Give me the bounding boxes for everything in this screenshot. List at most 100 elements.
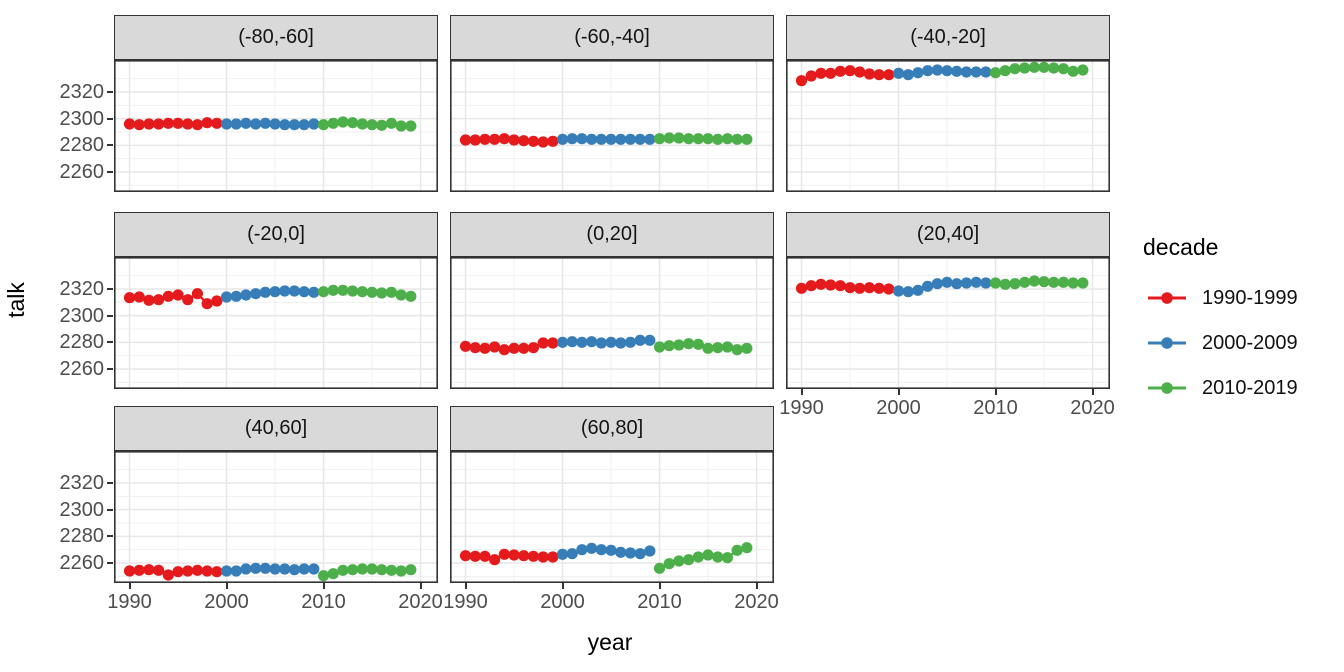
data-point <box>624 336 637 348</box>
data-point <box>269 118 281 130</box>
data-point <box>123 565 136 577</box>
data-point <box>308 286 320 298</box>
data-point <box>279 119 291 131</box>
facet-strip-label: (40,60] <box>244 417 308 439</box>
data-point <box>941 65 953 77</box>
data-point <box>741 342 753 354</box>
data-point <box>527 342 540 354</box>
data-point <box>269 286 281 298</box>
data-point <box>518 550 530 562</box>
data-point <box>220 291 233 303</box>
y-tick-label: 2260 <box>59 358 105 380</box>
x-tick-label: 2020 <box>1070 397 1115 419</box>
data-point <box>1077 277 1089 289</box>
data-point <box>459 340 472 352</box>
data-point <box>566 336 578 348</box>
facet-strip-label: (20,40] <box>916 223 980 245</box>
data-point <box>863 68 876 80</box>
data-point <box>595 133 607 145</box>
data-point <box>269 563 281 575</box>
data-point <box>191 288 204 300</box>
data-point <box>547 135 559 147</box>
data-point <box>624 547 637 559</box>
data-point <box>815 278 827 290</box>
data-point <box>288 119 301 131</box>
data-point <box>805 280 817 292</box>
legend-key-1990-1999 <box>1148 292 1186 304</box>
data-point <box>518 342 530 354</box>
y-axis-title: talk <box>3 282 29 318</box>
data-point <box>356 118 368 130</box>
data-point <box>133 291 145 303</box>
data-point <box>459 550 472 562</box>
data-point <box>951 65 963 77</box>
data-point <box>721 341 734 353</box>
data-point <box>556 133 569 145</box>
data-point <box>366 563 378 575</box>
data-point <box>712 551 724 563</box>
data-point <box>479 133 491 145</box>
data-point <box>902 69 914 81</box>
y-tick-label: 2300 <box>59 498 105 521</box>
data-point <box>327 117 339 129</box>
data-point <box>1077 64 1089 76</box>
facet-strip: (60,80] <box>450 406 774 451</box>
data-point <box>805 70 817 82</box>
data-point <box>172 117 184 129</box>
data-point <box>527 135 540 147</box>
data-point <box>931 64 943 76</box>
data-point <box>692 551 704 563</box>
data-point <box>162 117 174 129</box>
x-tick-mark <box>897 389 900 395</box>
y-tick-mark <box>107 144 113 147</box>
data-point <box>385 117 398 129</box>
data-point <box>469 550 481 562</box>
data-point <box>366 119 378 131</box>
data-point <box>1028 61 1040 73</box>
data-point <box>586 542 598 554</box>
data-point <box>327 284 339 296</box>
data-point <box>317 570 330 582</box>
data-point <box>537 551 549 563</box>
data-point <box>873 282 885 294</box>
x-tick-mark <box>561 583 564 589</box>
x-tick-mark <box>800 389 803 395</box>
data-point <box>970 276 982 288</box>
x-tick-label: 2020 <box>398 591 443 613</box>
data-point <box>298 563 310 575</box>
data-point <box>615 133 627 145</box>
data-point <box>1067 65 1079 77</box>
data-point <box>922 280 934 292</box>
data-point <box>123 292 136 304</box>
data-point <box>663 558 675 570</box>
data-point <box>615 546 627 558</box>
data-point <box>825 279 837 291</box>
data-point <box>1028 275 1040 287</box>
data-point <box>663 340 675 352</box>
data-point <box>854 66 866 78</box>
data-point <box>405 290 417 302</box>
data-point <box>605 544 617 556</box>
data-point <box>844 65 856 77</box>
x-tick-label: 2000 <box>204 591 249 613</box>
x-tick-label: 2020 <box>734 591 779 613</box>
data-point <box>182 294 194 306</box>
data-point <box>922 65 934 77</box>
data-point <box>547 551 559 563</box>
data-point <box>1038 61 1050 73</box>
data-point <box>673 132 685 144</box>
data-point <box>123 118 136 130</box>
data-point <box>288 285 301 297</box>
data-point <box>1057 63 1070 75</box>
y-tick-label: 2320 <box>59 278 105 300</box>
data-point <box>498 344 510 356</box>
facet-strip: (-20,0] <box>114 212 438 257</box>
data-point <box>566 133 578 145</box>
y-tick-mark <box>107 171 113 173</box>
data-point <box>220 565 233 577</box>
data-point <box>960 66 973 78</box>
y-tick-mark <box>107 314 113 317</box>
facet-strip: (0,20] <box>450 212 774 257</box>
data-point <box>951 278 963 290</box>
data-point <box>902 286 914 298</box>
